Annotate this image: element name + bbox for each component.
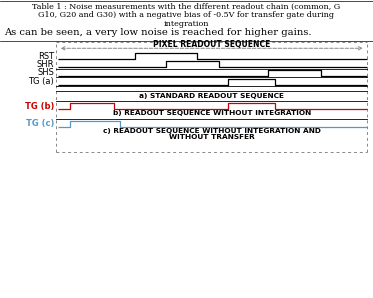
Text: Table 1 : Noise measurements with the different readout chain (common, G: Table 1 : Noise measurements with the di… (32, 3, 341, 11)
Text: TG (b): TG (b) (25, 102, 54, 111)
Text: integration: integration (164, 20, 209, 28)
Text: c) READOUT SEQUENCE WITHOUT INTEGRATION AND: c) READOUT SEQUENCE WITHOUT INTEGRATION … (103, 128, 321, 134)
Text: SHR: SHR (37, 60, 54, 69)
Text: RST: RST (38, 52, 54, 60)
Text: TG (c): TG (c) (26, 119, 54, 128)
Text: As can be seen, a very low noise is reached for higher gains.: As can be seen, a very low noise is reac… (4, 28, 311, 37)
Text: G10, G20 and G30) with a negative bias of -0.5V for transfer gate during: G10, G20 and G30) with a negative bias o… (38, 11, 335, 19)
Text: SHS: SHS (37, 68, 54, 77)
Text: WITHOUT TRANSFER: WITHOUT TRANSFER (169, 134, 254, 140)
Text: PIXEL READOUT SEQUENCE: PIXEL READOUT SEQUENCE (153, 40, 270, 49)
Text: TG (a): TG (a) (28, 77, 54, 86)
Text: b) READOUT SEQUENCE WITHOUT INTEGRATION: b) READOUT SEQUENCE WITHOUT INTEGRATION (113, 110, 311, 116)
Text: a) STANDARD READOUT SEQUENCE: a) STANDARD READOUT SEQUENCE (139, 93, 284, 99)
